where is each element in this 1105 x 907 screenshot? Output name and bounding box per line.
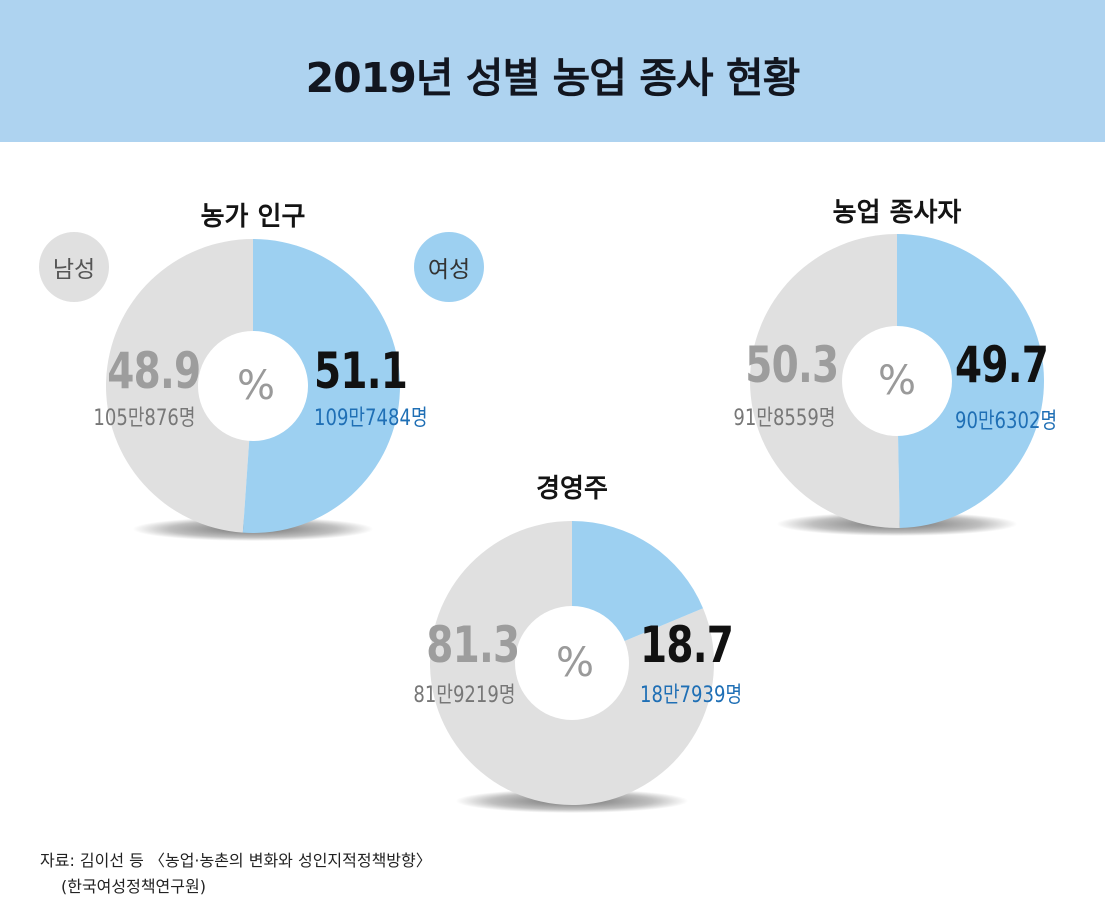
farm-population-center-hole bbox=[198, 331, 308, 441]
farm-workers-center-hole bbox=[842, 326, 952, 436]
source-line-1: 자료: 김이선 등 〈농업·농촌의 변화와 성인지적정책방향〉 bbox=[40, 851, 432, 870]
farm-population-female-count: 109만7484명 bbox=[314, 406, 428, 431]
farm-managers-center-hole bbox=[515, 606, 629, 720]
legend-female: 여성 bbox=[414, 232, 484, 302]
farm-population-male-slice bbox=[105, 239, 253, 533]
farm-population-male-percent: 48.9 bbox=[106, 342, 201, 400]
farm-managers-male-count: 81만9219명 bbox=[412, 683, 515, 708]
page-title: 2019년 성별 농업 종사 현황 bbox=[305, 54, 801, 102]
title-banner: 2019년 성별 농업 종사 현황 bbox=[0, 0, 1105, 142]
farm-workers-male-count: 91만8559명 bbox=[732, 406, 835, 431]
legend-male: 남성 bbox=[39, 232, 109, 302]
farm-population-female-slice bbox=[242, 239, 400, 533]
farm-workers-percent-sign: % bbox=[877, 358, 917, 404]
farm-managers-female-count: 18만7939명 bbox=[640, 683, 743, 708]
farm-workers-male-percent: 50.3 bbox=[744, 336, 839, 394]
farm-population-female-percent: 51.1 bbox=[314, 342, 408, 400]
farm-workers-female-count: 90만6302명 bbox=[955, 409, 1058, 434]
chart-title-farm-managers: 경영주 bbox=[536, 474, 608, 504]
farm-population-percent-sign: % bbox=[236, 363, 276, 409]
source-line-2: (한국여성정책연구원) bbox=[61, 877, 206, 896]
farm-workers-female-percent: 49.7 bbox=[955, 336, 1049, 394]
chart-title-farm-workers: 농업 종사자 bbox=[832, 198, 962, 228]
farm-managers-male-percent: 81.3 bbox=[425, 616, 520, 674]
farm-workers-male-slice bbox=[750, 234, 900, 528]
farm-workers-female-slice bbox=[897, 234, 1044, 528]
farm-managers-female-percent: 18.7 bbox=[640, 616, 734, 674]
source-note: 자료: 김이선 등 〈농업·농촌의 변화와 성인지적정책방향〉 (한국여성정책연… bbox=[40, 848, 432, 900]
farm-population-male-count: 105만876명 bbox=[92, 406, 195, 431]
farm-managers-percent-sign: % bbox=[555, 640, 595, 686]
chart-title-farm-population: 농가 인구 bbox=[200, 202, 306, 232]
